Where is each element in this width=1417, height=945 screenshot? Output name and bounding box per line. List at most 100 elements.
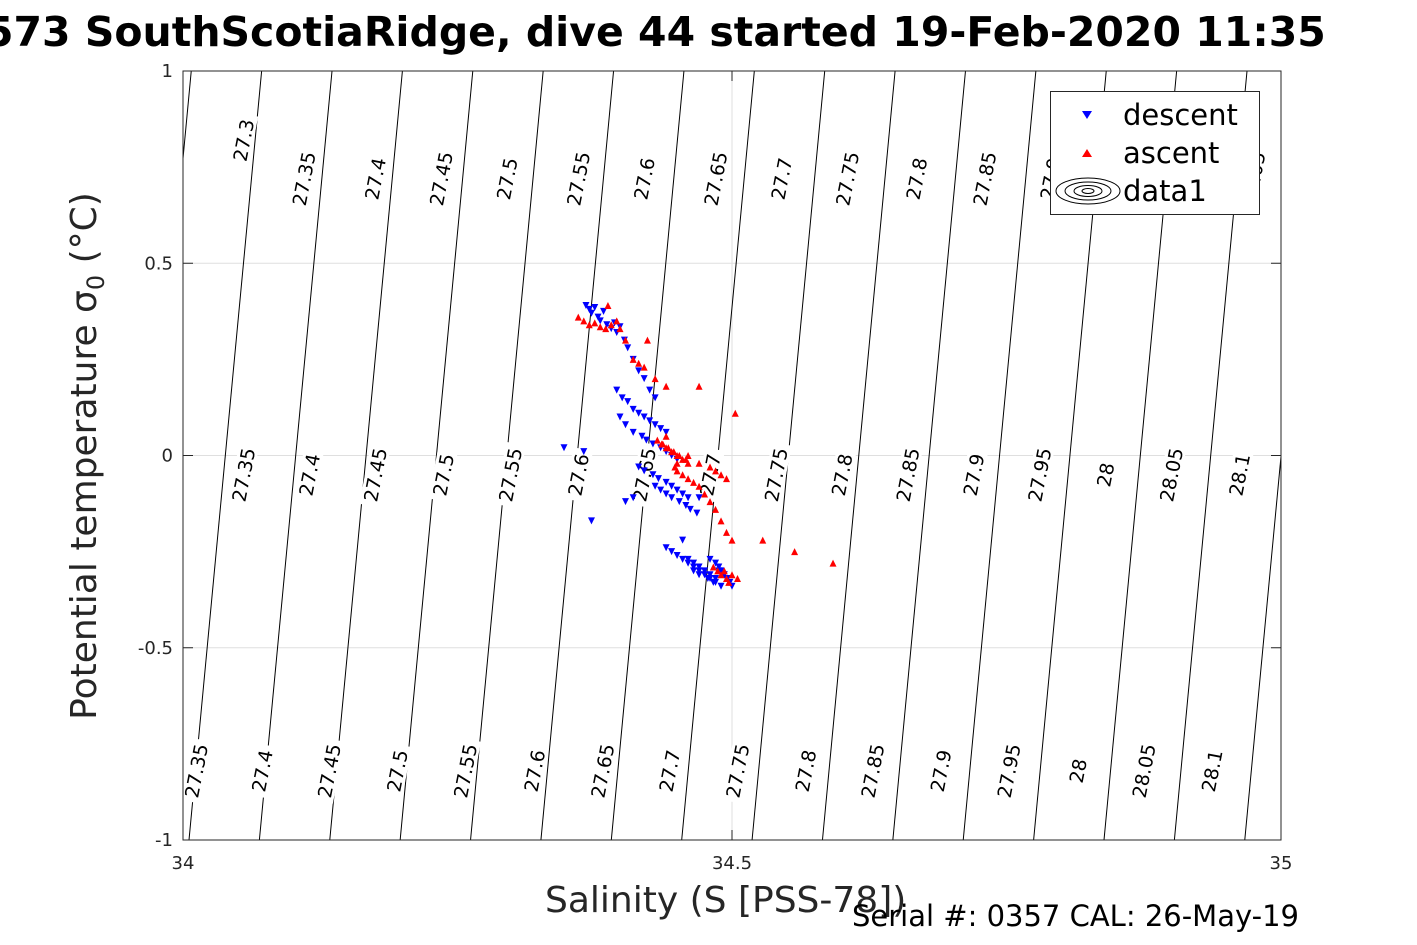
ascent-point xyxy=(695,382,703,390)
descent-point xyxy=(717,582,725,590)
ascent-point xyxy=(604,302,612,310)
descent-point xyxy=(695,494,703,502)
descent-point xyxy=(629,494,637,502)
descent-point xyxy=(662,544,670,552)
ascent-point xyxy=(723,475,731,483)
descent-point xyxy=(580,448,588,456)
descent-point xyxy=(690,567,698,575)
contour-label-background xyxy=(891,441,924,508)
ascent-point xyxy=(712,505,720,513)
ascent-point xyxy=(602,325,610,333)
contour-icon xyxy=(1055,177,1121,205)
contour-label-background xyxy=(958,447,989,503)
contour-label-background xyxy=(247,743,277,799)
contour-label-background xyxy=(925,743,956,799)
descent-point xyxy=(642,436,650,444)
descent-point xyxy=(662,428,670,436)
descent-point xyxy=(596,317,604,325)
contour-label-background xyxy=(1065,754,1091,788)
descent-point xyxy=(654,475,662,483)
descent-point xyxy=(624,398,632,406)
ascent-point xyxy=(701,490,709,498)
x-axis-label: Salinity (S [PSS-78]) xyxy=(545,880,907,921)
contour-label-background xyxy=(699,145,732,212)
descent-point xyxy=(646,386,654,394)
ascent-point xyxy=(673,467,681,475)
contour-label-background xyxy=(1127,737,1160,804)
descent-point xyxy=(657,425,665,433)
descent-point xyxy=(679,555,687,563)
ascent-point xyxy=(658,440,666,448)
contour-label-background xyxy=(428,447,459,503)
descent-point xyxy=(651,421,659,429)
descent-point xyxy=(693,509,701,517)
x-tick-label: 35 xyxy=(1270,853,1293,874)
ascent-point xyxy=(679,471,687,479)
descent-point xyxy=(673,551,681,559)
y-tick-label: -0.5 xyxy=(138,638,173,659)
y-tick-label: 0.5 xyxy=(144,253,173,274)
ascent-point xyxy=(607,321,615,329)
chart-title: 573 SouthScotiaRidge, dive 44 started 19… xyxy=(0,8,1326,56)
ascent-point xyxy=(720,567,728,575)
descent-point xyxy=(635,463,643,471)
descent-point xyxy=(651,482,659,490)
ascent-point xyxy=(717,571,725,579)
contour-label-background xyxy=(766,151,797,207)
ascent-point xyxy=(585,321,593,329)
descent-point xyxy=(635,367,643,375)
ascent-point xyxy=(759,536,767,544)
isopycnal-line xyxy=(892,71,966,840)
contour-label-background xyxy=(831,145,864,212)
y-tick-label: 1 xyxy=(162,61,173,82)
isopycnal-line xyxy=(183,71,192,164)
descent-point xyxy=(560,444,568,452)
descent-point xyxy=(649,471,657,479)
isopycnal-line xyxy=(821,71,896,840)
ascent-point xyxy=(733,575,741,583)
contour-label-background xyxy=(562,145,595,212)
contour-label-background xyxy=(360,151,390,207)
ascent-point xyxy=(675,452,683,459)
legend-item-data1: data1 xyxy=(1051,173,1207,209)
ascent-point xyxy=(662,432,670,440)
descent-point xyxy=(695,571,703,579)
descent-point xyxy=(679,490,687,498)
ascent-point xyxy=(728,536,736,544)
isopycnal-line xyxy=(1244,451,1281,840)
ascent-point xyxy=(725,578,733,586)
contour-label-background xyxy=(563,447,594,503)
ascent-point xyxy=(717,471,725,479)
contour-label-background xyxy=(180,737,213,804)
contour-label: 28 xyxy=(1065,754,1092,788)
contour-label-background xyxy=(1155,441,1188,508)
descent-point xyxy=(712,559,720,567)
contour-label: 27.3 xyxy=(228,112,259,168)
descent-point xyxy=(706,571,714,579)
ascent-point xyxy=(695,459,703,467)
descent-point xyxy=(603,321,611,329)
descent-point xyxy=(621,421,629,429)
ascent-point xyxy=(670,448,678,456)
ascent-point xyxy=(829,559,837,567)
descent-point xyxy=(684,555,692,563)
contour-label-background xyxy=(359,441,391,508)
contour-label-text: 28 xyxy=(1066,757,1092,785)
legend-label-ascent: ascent xyxy=(1123,136,1220,170)
ascent-point xyxy=(653,436,661,444)
isopycnal-line xyxy=(962,71,1037,840)
descent-point xyxy=(662,478,670,486)
contour-label: 28 xyxy=(1092,458,1119,492)
descent-point xyxy=(684,494,692,502)
descent-point xyxy=(640,375,648,383)
descent-point xyxy=(690,563,698,571)
isopycnal-line xyxy=(1386,71,1417,840)
ascent-point xyxy=(731,409,739,417)
contour-label-background xyxy=(856,737,889,804)
legend-label-data1: data1 xyxy=(1123,174,1207,208)
ascent-point xyxy=(695,482,703,490)
contour-label-text: 28 xyxy=(1093,461,1119,489)
descent-point xyxy=(709,578,717,586)
contour-label-background xyxy=(827,447,857,503)
isopycnal-line xyxy=(188,71,263,840)
